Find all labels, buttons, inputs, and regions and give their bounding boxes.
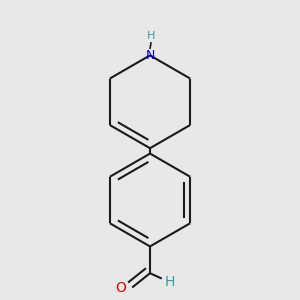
Text: H: H: [164, 275, 175, 289]
Text: N: N: [145, 49, 155, 62]
Text: O: O: [115, 281, 126, 295]
Text: H: H: [147, 31, 155, 41]
